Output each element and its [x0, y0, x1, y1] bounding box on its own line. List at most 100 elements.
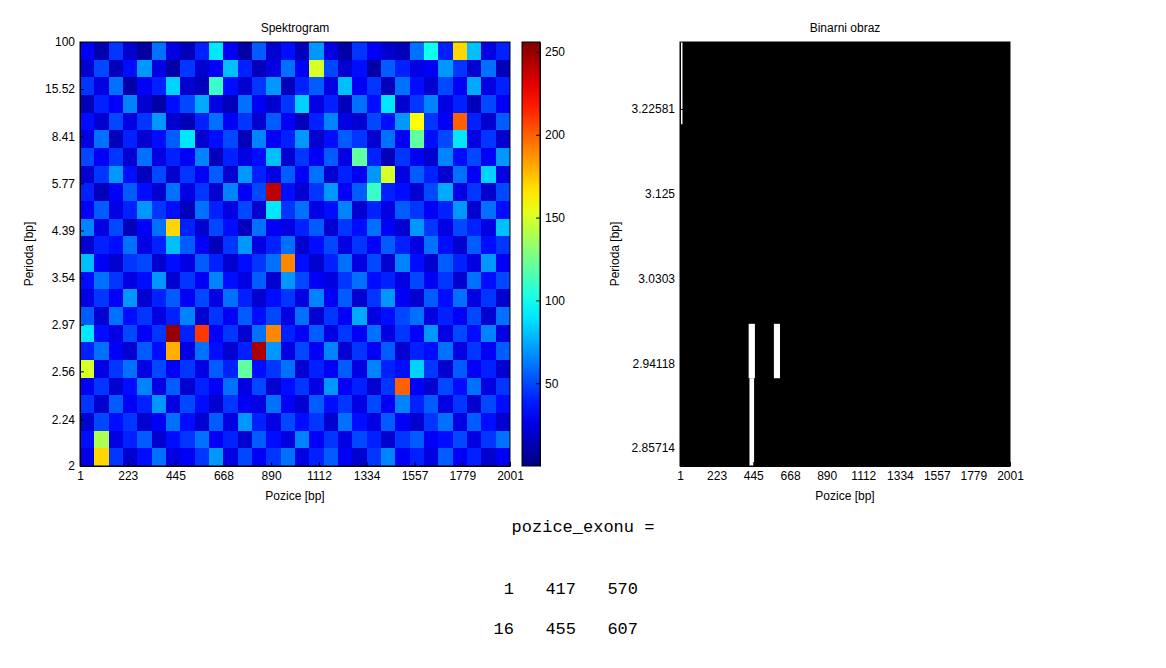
y-axis-tick: 100 — [55, 35, 84, 49]
heatmap-cell — [496, 448, 510, 466]
heatmap-cell — [453, 130, 468, 148]
heatmap-cell — [209, 236, 224, 254]
heatmap-cell — [309, 378, 324, 396]
heatmap-cell — [180, 60, 195, 78]
x-axis-tick: 668 — [781, 462, 801, 483]
heatmap-cell — [453, 166, 468, 184]
heatmap-cell — [324, 378, 339, 396]
heatmap-cell — [338, 378, 353, 396]
tick-label: 668 — [781, 469, 801, 483]
tick-mark — [367, 462, 368, 466]
tick-mark — [128, 462, 129, 466]
heatmap-cell — [295, 289, 310, 307]
heatmap-cell — [166, 201, 181, 219]
heatmap-cell — [80, 325, 95, 343]
heatmap-cell — [496, 113, 510, 131]
heatmap-cell — [410, 254, 425, 272]
y-axis-tick: 2.85714 — [632, 441, 684, 455]
heatmap-cell — [209, 130, 224, 148]
heatmap-cell — [496, 130, 510, 148]
tick-label: 2.97 — [52, 318, 76, 332]
heatmap-cell — [195, 448, 210, 466]
heatmap-cell — [410, 95, 425, 113]
heatmap-cell — [381, 183, 396, 201]
heatmap-cell — [324, 95, 339, 113]
heatmap-cell — [496, 95, 510, 113]
heatmap-cell — [438, 77, 453, 95]
heatmap-cell — [496, 431, 510, 449]
heatmap-cell — [453, 325, 468, 343]
heatmap-cell — [410, 148, 425, 166]
heatmap-cell — [266, 325, 281, 343]
heatmap-cell — [424, 77, 439, 95]
heatmap-cell — [238, 219, 253, 237]
heatmap-cell — [381, 307, 396, 325]
heatmap-cell — [137, 325, 152, 343]
heatmap-cell — [381, 289, 396, 307]
heatmap-cell — [481, 219, 496, 237]
tick-mark — [937, 462, 938, 466]
heatmap-cell — [209, 431, 224, 449]
heatmap-cell — [281, 236, 296, 254]
heatmap-cell — [209, 289, 224, 307]
heatmap-cell — [195, 378, 210, 396]
heatmap-cell — [453, 395, 468, 413]
tick-mark — [536, 52, 540, 53]
heatmap-cell — [309, 201, 324, 219]
heatmap-cell — [295, 360, 310, 378]
heatmap-cell — [180, 413, 195, 431]
heatmap-cell — [381, 413, 396, 431]
heatmap-cell — [324, 236, 339, 254]
heatmap-cell — [453, 413, 468, 431]
x-axis-tick: 890 — [262, 462, 282, 483]
tick-mark — [900, 462, 901, 466]
heatmap-cell — [137, 166, 152, 184]
heatmap-cell — [94, 342, 109, 360]
binary-region — [749, 378, 754, 466]
heatmap-cell — [209, 307, 224, 325]
heatmap-cell — [209, 183, 224, 201]
plot-frame — [80, 42, 510, 466]
figure: 12234456688901112133415571779200122.242.… — [0, 0, 1166, 668]
heatmap-cell — [94, 183, 109, 201]
heatmap-cell — [94, 42, 109, 60]
heatmap-cell — [467, 183, 482, 201]
tick-label: 2.24 — [52, 413, 76, 427]
heatmap-cell — [481, 325, 496, 343]
heatmap-cell — [180, 77, 195, 95]
tick-label: 2001 — [497, 469, 524, 483]
heatmap-cell — [481, 166, 496, 184]
heatmap-cell — [410, 219, 425, 237]
heatmap-cell — [424, 272, 439, 290]
colorbar-range-line — [540, 43, 541, 467]
heatmap-cell — [381, 60, 396, 78]
heatmap-cell — [94, 413, 109, 431]
heatmap-cell — [209, 325, 224, 343]
tick-mark — [536, 300, 540, 301]
tick-mark — [80, 278, 84, 279]
heatmap-cell — [438, 148, 453, 166]
heatmap-cell — [223, 60, 238, 78]
heatmap-cell — [123, 272, 138, 290]
heatmap-cell — [395, 60, 410, 78]
heatmap-cell — [238, 413, 253, 431]
heatmap-cell — [80, 360, 95, 378]
heatmap-cell — [324, 42, 339, 60]
heatmap-cell — [424, 166, 439, 184]
tick-mark — [1010, 462, 1011, 466]
heatmap-cell — [424, 378, 439, 396]
heatmap-cell — [281, 395, 296, 413]
heatmap-cell — [367, 342, 382, 360]
tick-label: 5.77 — [52, 177, 76, 191]
heatmap-cell — [180, 236, 195, 254]
heatmap-cell — [309, 60, 324, 78]
x-axis-tick: 2001 — [997, 462, 1024, 483]
heatmap-cell — [367, 254, 382, 272]
heatmap-cell — [166, 325, 181, 343]
heatmap-cell — [295, 325, 310, 343]
heatmap-cell — [438, 360, 453, 378]
heatmap-cell — [467, 289, 482, 307]
heatmap-cell — [80, 289, 95, 307]
heatmap-cell — [94, 431, 109, 449]
heatmap-cell — [281, 130, 296, 148]
